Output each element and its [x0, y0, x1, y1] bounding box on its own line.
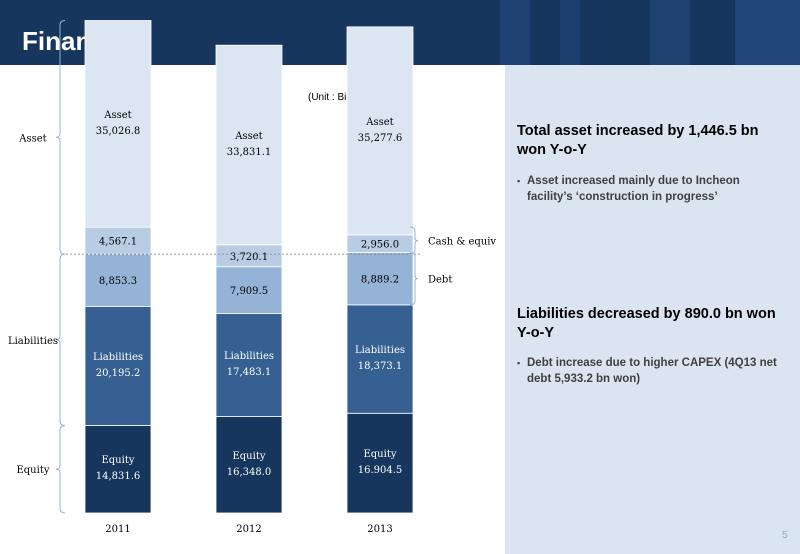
liabilities-heading: Liabilities decreased by 890.0 bn won Y-…	[517, 306, 776, 341]
debt-value-2012: 7,909.5	[230, 286, 268, 297]
page-number: 5	[782, 530, 788, 541]
asset-title-2011: Asset	[103, 110, 131, 121]
bar-equity-2011	[84, 425, 152, 514]
asset-heading: Total asset increased by 1,446.5 bn won …	[517, 123, 759, 158]
liabilities-value-2012: 17,483.1	[227, 367, 272, 378]
cash-value-2013: 2,956.0	[361, 240, 399, 251]
asset-bullet-text: Asset increased mainly due to Incheon fa…	[527, 175, 740, 203]
right-label-cash: Cash & equiv	[428, 237, 496, 248]
bar-cash-equiv-2011	[84, 226, 152, 255]
bar-asset-2013	[346, 26, 414, 236]
liabilities-bullet-text: Debt increase due to higher CAPEX (4Q13 …	[527, 357, 777, 385]
bar-debt-2013	[346, 252, 414, 306]
liabilities-title-2013: Liabilities	[355, 345, 405, 356]
equity-value-2012: 16,348.0	[227, 467, 272, 478]
bar-liabilities-2012	[215, 312, 283, 417]
cash-brace	[409, 226, 419, 255]
x-tick-2012: 2012	[236, 524, 261, 535]
bar-liabilities-2011	[84, 305, 152, 426]
bar-debt-2012	[215, 266, 283, 314]
equity-value-2013: 16.904.5	[358, 465, 403, 476]
x-tick-2013: 2013	[367, 524, 392, 535]
liabilities-brace	[55, 253, 66, 426]
bar-asset-2011	[84, 20, 152, 228]
cash-value-2012: 3,720.1	[230, 252, 268, 263]
bullet-icon: ▪	[517, 358, 521, 368]
header-stripe	[560, 0, 580, 65]
left-label-liabilities: Liabilities	[8, 336, 58, 347]
asset-title-2013: Asset	[365, 117, 393, 128]
asset-title-2012: Asset	[234, 131, 262, 142]
bar-equity-2012	[215, 416, 283, 514]
liabilities-title-2012: Liabilities	[224, 351, 274, 362]
bar-equity-2013	[346, 412, 414, 514]
asset-bullet: ▪ Asset increased mainly due to Incheon f…	[517, 173, 787, 205]
asset-value-2011: 35,026.8	[96, 126, 141, 137]
liabilities-title-2011: Liabilities	[93, 352, 143, 363]
asset-brace	[55, 20, 66, 255]
bar-asset-2012	[215, 44, 283, 246]
debt-value-2011: 8,853.3	[99, 276, 137, 287]
equity-title-2013: Equity	[363, 449, 396, 460]
debt-brace	[409, 251, 419, 306]
bullet-icon: ▪	[517, 176, 521, 186]
bar-debt-2011	[84, 253, 152, 307]
commentary-panel	[505, 65, 800, 554]
cash-value-2011: 4,567.1	[99, 237, 137, 248]
equity-brace	[55, 424, 66, 514]
debt-value-2013: 8,889.2	[361, 275, 399, 286]
liabilities-value-2011: 20,195.2	[96, 368, 141, 379]
left-label-asset: Asset	[18, 133, 46, 144]
liabilities-value-2013: 18,373.1	[358, 361, 403, 372]
left-label-equity: Equity	[16, 465, 49, 476]
asset-value-2012: 33,831.1	[227, 147, 272, 158]
bar-liabilities-2013	[346, 304, 414, 414]
liabilities-bullet: ▪ Debt increase due to higher CAPEX (4Q13…	[517, 355, 787, 387]
right-label-debt: Debt	[428, 275, 452, 286]
x-tick-2011: 2011	[105, 524, 130, 535]
equity-title-2012: Equity	[232, 451, 265, 462]
header-stripe	[650, 0, 690, 65]
equity-value-2011: 14,831.6	[96, 471, 141, 482]
header-stripe	[735, 0, 800, 65]
header-stripe	[500, 0, 530, 65]
equity-title-2011: Equity	[101, 455, 134, 466]
asset-value-2013: 35,277.6	[358, 133, 403, 144]
